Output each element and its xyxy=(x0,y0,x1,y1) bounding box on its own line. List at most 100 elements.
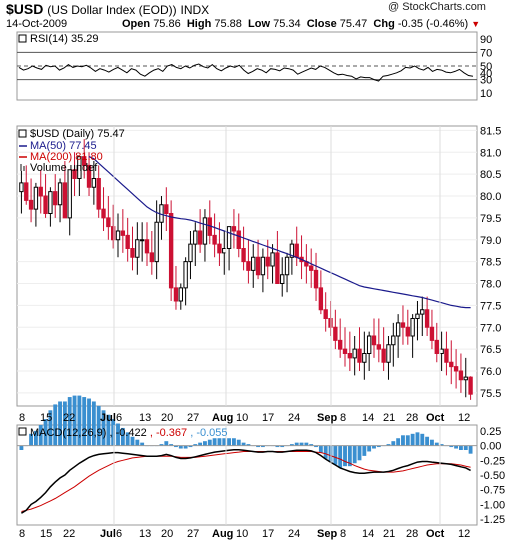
rsi-line xyxy=(18,63,474,82)
candle-body xyxy=(255,256,261,276)
candle-body xyxy=(251,256,256,271)
macd-histogram-bar xyxy=(130,436,135,446)
candle-body xyxy=(463,376,468,381)
candle-body xyxy=(82,156,87,166)
macd-y-tick-label: -1.00 xyxy=(480,499,505,511)
price-y-tick-label: 79.5 xyxy=(480,213,501,225)
candle-body xyxy=(444,348,449,363)
macd-histogram-bar xyxy=(116,423,120,446)
candle-body xyxy=(217,243,222,254)
macd-signal-line xyxy=(21,451,471,512)
candle-body xyxy=(415,313,420,319)
macd-histogram-bar xyxy=(241,442,246,446)
candle-body xyxy=(125,234,130,249)
macd-x-tick-label: 24 xyxy=(288,528,300,540)
macd-histogram-bar xyxy=(48,410,53,446)
macd-histogram-bar xyxy=(420,433,425,446)
candle-body xyxy=(420,309,425,315)
candle-body xyxy=(28,199,34,210)
macd-x-tick-label: 20 xyxy=(161,528,173,540)
price-x-tick-label: 8 xyxy=(19,412,25,424)
macd-panel: 0.25 0.00 -0.25 -0.50 -0.75 -1.00 -1.25 xyxy=(17,395,505,526)
macd-histogram-bar xyxy=(434,442,439,446)
close-value: 75.47 xyxy=(339,18,368,30)
macd-histogram-bar xyxy=(439,444,444,446)
macd-x-tick-label: 27 xyxy=(187,528,199,540)
candle-body xyxy=(164,204,169,214)
candle-body xyxy=(72,169,77,179)
close-label: Close xyxy=(306,18,337,30)
candle-body xyxy=(120,230,126,236)
macd-histogram-bar xyxy=(111,419,116,446)
macd-x-tick-label: 13 xyxy=(139,528,151,540)
price-x-tick-label: 13 xyxy=(139,412,151,424)
macd-histogram-bar xyxy=(183,445,188,449)
price-y-tick-label: 76.5 xyxy=(480,344,501,356)
price-x-tick-label: 15 xyxy=(40,412,52,424)
macd-y-tick-label: -1.25 xyxy=(480,514,505,526)
candle-body xyxy=(193,230,198,245)
price-x-tick-label: 20 xyxy=(161,412,173,424)
macd-histogram-bar xyxy=(343,445,347,467)
candle-body xyxy=(115,230,121,241)
macd-panel-frame xyxy=(16,424,478,526)
candle-body xyxy=(231,226,237,232)
open-label: Open xyxy=(122,18,151,30)
macd-y-tick-label: -0.25 xyxy=(480,455,505,467)
price-x-tick-label: 6 xyxy=(116,412,122,424)
macd-histogram-bar xyxy=(425,436,430,446)
candle-body xyxy=(323,309,328,319)
macd-histogram-bar xyxy=(294,442,299,446)
candle-body xyxy=(458,370,464,381)
candle-body xyxy=(376,344,382,350)
macd-histogram-bar xyxy=(38,425,43,446)
macd-legend: MACD(12,26,9) , -0.422 , -0.367 , -0.055 xyxy=(30,427,228,439)
macd-x-tick-label: Oct xyxy=(426,528,445,540)
candle-body xyxy=(168,213,174,289)
macd-histogram-bar xyxy=(222,438,227,446)
chart-symbol-title: $USD (US Dollar Index (EOD)) INDX xyxy=(6,1,209,17)
price-x-tick-label: 24 xyxy=(288,412,300,424)
macd-histogram-bar xyxy=(410,433,415,446)
macd-histogram-bar xyxy=(203,441,207,446)
macd-y-tick-label: 0.00 xyxy=(480,441,501,453)
price-y-tick-label: 78.0 xyxy=(480,279,501,291)
macd-histogram-bar xyxy=(217,438,222,446)
candle-body xyxy=(77,156,82,179)
macd-histogram-bar xyxy=(256,445,261,448)
macd-histogram-bar xyxy=(314,445,318,448)
macd-histogram-bar xyxy=(275,445,280,448)
candle-body xyxy=(371,335,377,346)
macd-histogram-bar xyxy=(227,438,232,446)
macd-histogram-bar xyxy=(87,398,91,446)
candle-body xyxy=(106,217,111,228)
macd-histogram-bar xyxy=(376,445,381,448)
candle-body xyxy=(405,326,410,337)
candle-body xyxy=(139,239,145,242)
macd-histogram-bar xyxy=(468,445,473,454)
price-x-tick-label: Sep xyxy=(317,412,337,424)
price-x-tick-label: 21 xyxy=(383,412,395,424)
down-arrow-icon: ▼ xyxy=(471,19,481,29)
rsi-y-tick-label: 50 xyxy=(480,61,492,73)
macd-histogram-bar xyxy=(396,438,401,446)
candle-body xyxy=(86,164,92,188)
candle-body xyxy=(313,269,319,289)
candle-body xyxy=(101,208,106,219)
macd-histogram-bar xyxy=(58,401,62,446)
macd-histogram-bar xyxy=(72,395,77,446)
candle-body xyxy=(309,265,314,271)
macd-histogram-bar xyxy=(430,439,434,446)
candle-body xyxy=(434,339,439,354)
candle-body xyxy=(91,178,97,188)
candle-body xyxy=(236,230,241,249)
macd-x-tick-label: Sep xyxy=(317,528,337,540)
candle-body xyxy=(183,261,188,289)
macd-legend-signal: , -0.367 xyxy=(150,427,187,439)
macd-histogram-bar xyxy=(289,444,294,446)
candle-body xyxy=(197,230,203,245)
price-y-tick-label: 80.5 xyxy=(480,169,501,181)
price-y-tick-label: 81.0 xyxy=(480,147,501,159)
